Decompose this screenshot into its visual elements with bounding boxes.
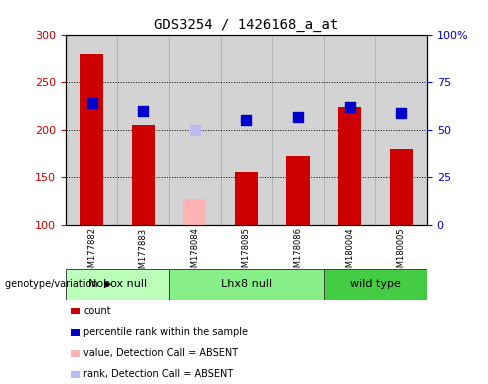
Text: percentile rank within the sample: percentile rank within the sample [83,327,248,337]
Bar [338,107,361,225]
Text: wild type: wild type [350,279,401,289]
Bar [286,156,309,225]
Bar [324,35,375,225]
Point [346,104,353,110]
Point [88,100,96,106]
Bar [66,269,169,300]
Bar [272,35,324,225]
Title: GDS3254 / 1426168_a_at: GDS3254 / 1426168_a_at [154,18,339,32]
Bar [169,269,324,300]
Point [294,114,302,120]
Point [243,117,250,123]
Bar [221,35,272,225]
Text: genotype/variation  ▶: genotype/variation ▶ [5,279,111,289]
Bar [183,199,206,225]
Text: value, Detection Call = ABSENT: value, Detection Call = ABSENT [83,348,239,358]
Point [140,108,147,114]
Bar [169,35,221,225]
Bar [132,125,155,225]
Point [191,127,199,133]
Bar [80,54,103,225]
Bar [324,269,427,300]
Bar [375,35,427,225]
Text: rank, Detection Call = ABSENT: rank, Detection Call = ABSENT [83,369,234,379]
Point [397,110,405,116]
Bar [66,35,118,225]
Text: count: count [83,306,111,316]
Bar [235,172,258,225]
Bar [389,149,413,225]
Text: Lhx8 null: Lhx8 null [221,279,272,289]
Bar [118,35,169,225]
Text: Nobox null: Nobox null [88,279,147,289]
